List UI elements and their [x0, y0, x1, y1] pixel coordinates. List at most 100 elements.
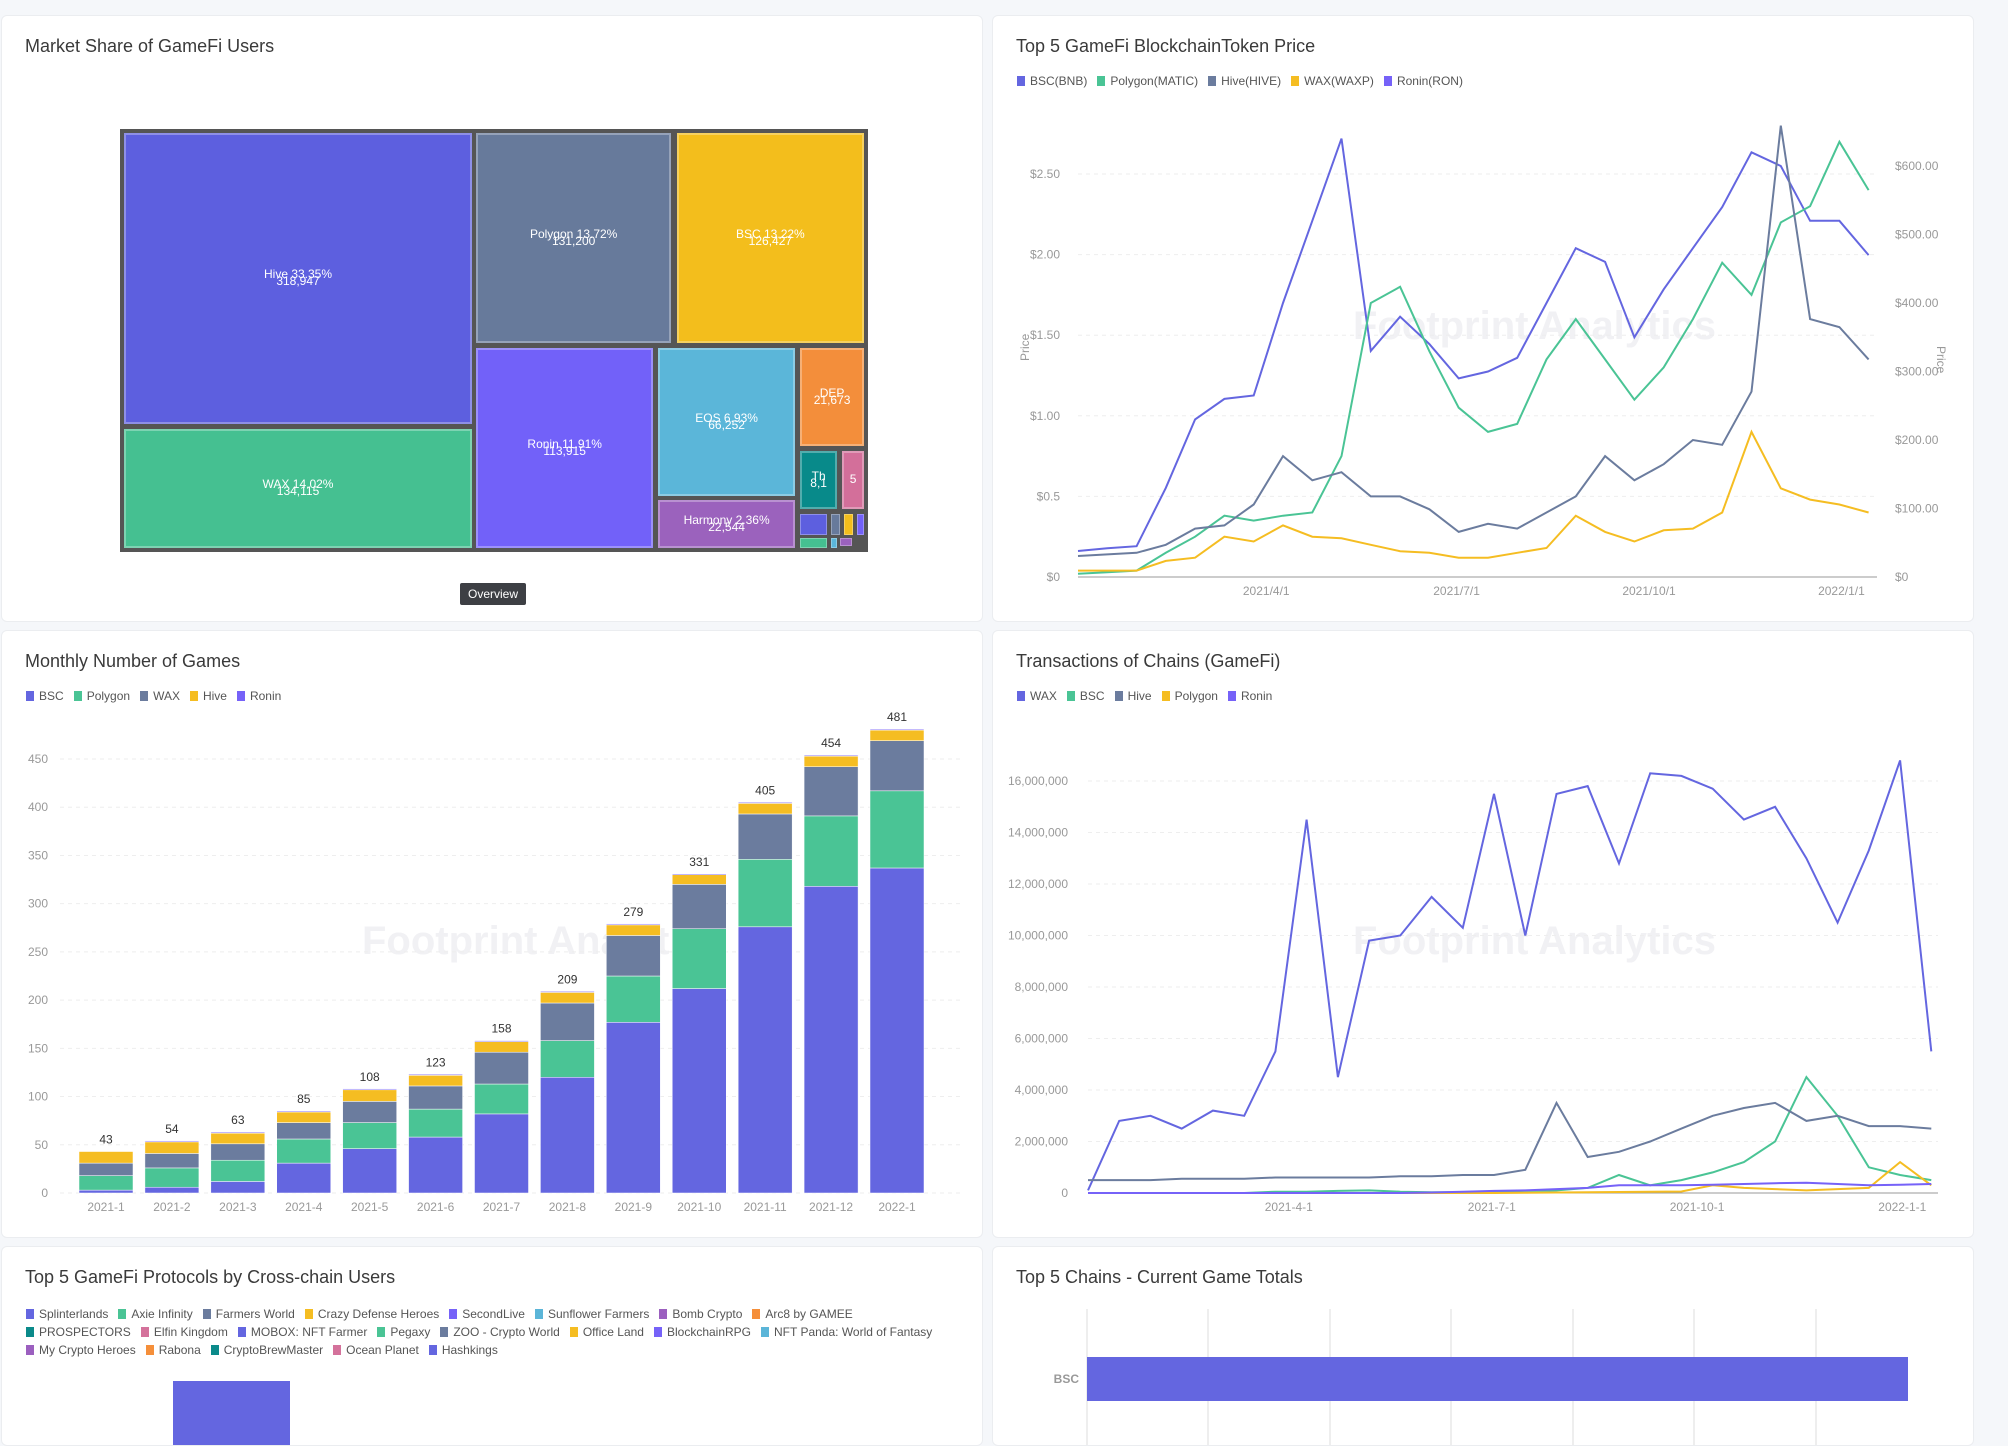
legend-item[interactable]: Office Land [569, 1325, 644, 1339]
legend-item[interactable]: Farmers World [202, 1307, 295, 1321]
legend-swatch [236, 691, 245, 701]
legend-swatch [377, 1327, 386, 1337]
bar-segment-polygon [210, 1159, 266, 1182]
treemap-cell[interactable]: Hive 33.35% 318,947 [123, 132, 473, 424]
treemap-cell[interactable]: 5 [841, 450, 865, 509]
bar-total-label: 454 [821, 736, 841, 750]
legend-item[interactable]: Ocean Planet [333, 1343, 419, 1357]
legend-item[interactable]: Hive(HIVE) [1208, 74, 1281, 88]
legend-item[interactable]: WAX [1017, 689, 1057, 703]
bar-segment-wax [210, 1143, 266, 1161]
legend-item[interactable]: BlockchainRPG [653, 1325, 751, 1339]
treemap-cell[interactable]: BSC 13.22% 126,427 [676, 132, 865, 344]
bar-segment-polygon [672, 928, 727, 989]
legend-item[interactable]: SecondLive [449, 1307, 525, 1321]
legend-item[interactable]: BSC(BNB) [1017, 74, 1087, 88]
treemap-cell-small[interactable] [844, 513, 854, 536]
treemap-cell[interactable]: Polygon 13.72% 131,200 [476, 132, 672, 344]
legend-item[interactable]: Ronin(RON) [1383, 74, 1463, 88]
legend-item[interactable]: CryptoBrewMaster [210, 1343, 323, 1357]
treemap-cell[interactable]: Harmony 2.36% 22,544 [657, 500, 796, 548]
treemap-cell-small[interactable] [856, 513, 865, 536]
bar-total-label: 85 [297, 1092, 311, 1106]
legend-swatch [145, 1345, 154, 1355]
treemap-cell-small[interactable] [799, 513, 827, 536]
treemap-cell-small[interactable] [799, 538, 827, 548]
y-tick-label: 12,000,000 [1008, 877, 1068, 891]
legend-item[interactable]: MOBOX: NFT Farmer [237, 1325, 367, 1339]
legend-label: PROSPECTORS [39, 1325, 131, 1339]
legend-item[interactable]: Polygon(MATIC) [1097, 74, 1198, 88]
legend-item[interactable]: Bomb Crypto [659, 1307, 742, 1321]
treemap-cell[interactable]: DEP 21,673 [799, 347, 865, 447]
bar-segment-ronin [672, 873, 727, 875]
legend-item[interactable]: Pegaxy [377, 1325, 430, 1339]
bar-bsc [1087, 1357, 1908, 1401]
x-tick-label: 2022-1 [878, 1200, 916, 1214]
legend-item[interactable]: BSC [26, 689, 64, 703]
legend-item[interactable]: WAX [140, 689, 180, 703]
y-tick-label: $2.00 [1030, 248, 1060, 262]
legend-item[interactable]: My Crypto Heroes [26, 1343, 136, 1357]
legend-item[interactable]: Splinterlands [26, 1307, 108, 1321]
legend-item[interactable]: Crazy Defense Heroes [304, 1307, 439, 1321]
y-axis-label: Price [1018, 333, 1032, 361]
legend-item[interactable]: Elfin Kingdom [140, 1325, 228, 1339]
bar-segment-wax [540, 1002, 595, 1041]
bar-segment-bsc [408, 1136, 463, 1194]
legend-item[interactable]: Sunflower Farmers [534, 1307, 649, 1321]
protocol-bar[interactable] [173, 1381, 290, 1445]
treemap-cell-small[interactable] [831, 513, 841, 536]
treemap-cell[interactable]: WAX 14.02% 134,115 [123, 428, 473, 548]
x-tick-label: 2021-10-1 [1670, 1200, 1725, 1214]
legend-swatch [752, 1309, 761, 1319]
line-series-bsc [1088, 1075, 1932, 1194]
legend-item[interactable]: BSC [1066, 689, 1105, 703]
legend-item[interactable]: ZOO - Crypto World [440, 1325, 560, 1339]
legend-item[interactable]: Hive [189, 689, 227, 703]
legend-item[interactable]: Ronin [236, 689, 281, 703]
bar-segment-hive [144, 1141, 200, 1154]
y-tick-label: 450 [28, 752, 48, 766]
legend-label: Polygon [86, 689, 131, 703]
treemap-cell[interactable]: Th 8,1 [799, 450, 838, 509]
y-tick-label: 2,000,000 [1015, 1135, 1069, 1149]
legend-item[interactable]: NFT Panda: World of Fantasy [761, 1325, 932, 1339]
treemap-cell-small[interactable] [831, 538, 838, 548]
legend-item[interactable]: Rabona [145, 1343, 201, 1357]
treemap-cell[interactable]: Ronin 11.91% 113,915 [476, 347, 654, 548]
treemap-label: EOS 6.93% [695, 410, 758, 425]
legend-item[interactable]: Ronin [1227, 689, 1272, 703]
legend-label: Elfin Kingdom [153, 1325, 228, 1339]
panel-title: Monthly Number of Games [25, 651, 241, 671]
bar-segment-polygon [408, 1108, 463, 1138]
legend-item[interactable]: Hashkings [428, 1343, 498, 1357]
legend-item[interactable]: WAX(WAXP) [1291, 74, 1374, 88]
bar-segment-wax [606, 935, 661, 977]
legend-swatch [1017, 691, 1025, 701]
y-tick-label: 50 [35, 1138, 49, 1152]
y-tick-label: 8,000,000 [1015, 980, 1069, 994]
legend-item[interactable]: Axie Infinity [118, 1307, 193, 1321]
treemap-cell-small[interactable] [840, 538, 852, 546]
treemap-value: 113,915 [543, 443, 586, 458]
overview-button[interactable]: Overview [460, 583, 526, 605]
legend-label: Splinterlands [39, 1307, 109, 1321]
legend-item[interactable]: Polygon [1161, 689, 1218, 703]
y2-tick-label: $0 [1895, 570, 1909, 584]
bar-segment-bsc [342, 1148, 397, 1194]
legend-swatch [202, 1309, 211, 1319]
bar-segment-hive [210, 1132, 266, 1145]
legend-item[interactable]: Polygon [73, 689, 131, 703]
legend-swatch [534, 1309, 543, 1319]
legend-item[interactable]: Hive [1114, 689, 1152, 703]
treemap-label: Th [811, 468, 826, 483]
x-tick-label: 2021-7 [483, 1200, 521, 1214]
y-tick-label: $1.00 [1030, 409, 1060, 423]
legend-item[interactable]: Arc8 by GAMEE [752, 1307, 853, 1321]
treemap-cell[interactable]: EOS 6.93% 66,252 [657, 347, 796, 497]
legend-item[interactable]: PROSPECTORS [26, 1325, 131, 1339]
y-tick-label: 0 [41, 1186, 48, 1200]
legend-swatch [26, 1327, 34, 1337]
bar-total-label: 158 [491, 1022, 511, 1036]
